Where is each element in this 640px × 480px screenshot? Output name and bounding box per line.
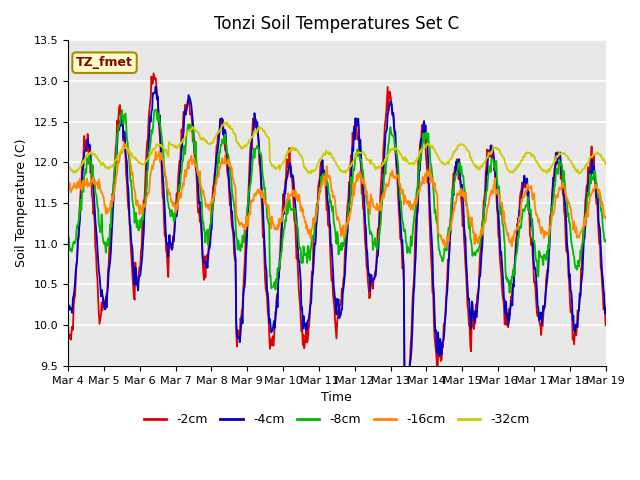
Title: Tonzi Soil Temperatures Set C: Tonzi Soil Temperatures Set C <box>214 15 460 33</box>
X-axis label: Time: Time <box>321 391 352 404</box>
Text: TZ_fmet: TZ_fmet <box>76 56 133 69</box>
Legend: -2cm, -4cm, -8cm, -16cm, -32cm: -2cm, -4cm, -8cm, -16cm, -32cm <box>139 408 535 432</box>
Y-axis label: Soil Temperature (C): Soil Temperature (C) <box>15 139 28 267</box>
